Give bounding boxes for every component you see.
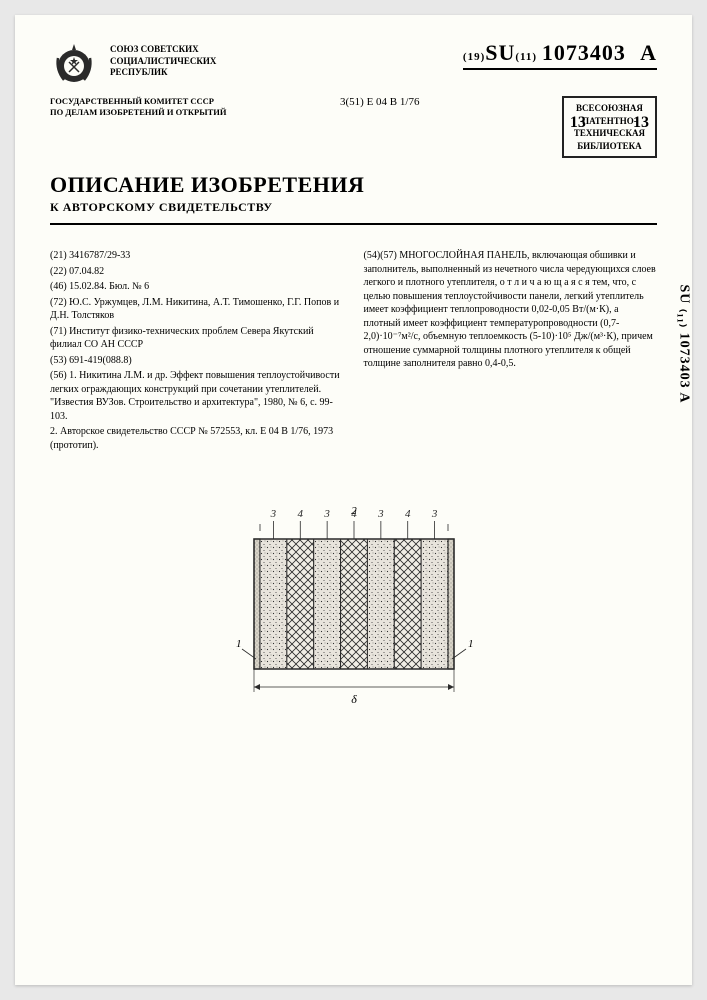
svg-text:1: 1 [236,638,242,650]
right-column: (54)(57) МНОГОСЛОЙНАЯ ПАНЕЛЬ, включающая… [364,249,658,454]
row-committee: ГОСУДАРСТВЕННЫЙ КОМИТЕТ СССР ПО ДЕЛАМ ИЗ… [50,96,657,158]
biblio-entry: 2. Авторское свидетельство СССР № 572553… [50,425,344,452]
title-block: ОПИСАНИЕ ИЗОБРЕТЕНИЯ К АВТОРСКОМУ СВИДЕТ… [50,172,657,225]
side-publication-label: SU ₍₁₁₎ 1073403 A [676,284,693,403]
union-text: СОЮЗ СОВЕТСКИХ СОЦИАЛИСТИЧЕСКИХ РЕСПУБЛИ… [110,40,216,79]
svg-text:1: 1 [468,638,474,650]
body-columns: (21) 3416787/29-33 (22) 07.04.82(46) 15.0… [50,249,657,454]
svg-text:4: 4 [404,508,410,520]
biblio-entry: (53) 691-419(088.8) [50,354,344,368]
svg-text:3: 3 [377,508,384,520]
union-line: СОЮЗ СОВЕТСКИХ [110,44,216,56]
biblio-entry: (22) 07.04.82 [50,265,344,279]
ussr-emblem-icon [50,40,98,88]
publication-number: (19)SU(11) 1073403 A [463,40,657,70]
svg-text:3: 3 [430,508,437,520]
left-column: (21) 3416787/29-33 (22) 07.04.82(46) 15.0… [50,249,344,454]
figure: 3434343211δ [50,504,657,714]
committee-text: ГОСУДАРСТВЕННЫЙ КОМИТЕТ СССР ПО ДЕЛАМ ИЗ… [50,96,290,158]
title-sub: К АВТОРСКОМУ СВИДЕТЕЛЬСТВУ [50,200,657,215]
title-main: ОПИСАНИЕ ИЗОБРЕТЕНИЯ [50,172,657,198]
biblio-entry: (21) 3416787/29-33 [50,249,344,263]
biblio-entry: (71) Институт физико-технических проблем… [50,325,344,352]
ipc-code: 3(51) E 04 B 1/76 [340,96,419,158]
svg-text:3: 3 [269,508,276,520]
biblio-entry: (46) 15.02.84. Бюл. № 6 [50,280,344,294]
header: СОЮЗ СОВЕТСКИХ СОЦИАЛИСТИЧЕСКИХ РЕСПУБЛИ… [50,40,657,88]
abstract-text: (54)(57) МНОГОСЛОЙНАЯ ПАНЕЛЬ, включающая… [364,249,658,371]
svg-text:3: 3 [323,508,330,520]
library-stamp: 13 13 ВСЕСОЮЗНАЯ ПАТЕНТНО- ТЕХНИЧЕСКАЯ Б… [562,96,657,158]
svg-text:2: 2 [351,505,357,517]
union-line: РЕСПУБЛИК [110,67,216,79]
union-line: СОЦИАЛИСТИЧЕСКИХ [110,56,216,68]
panel-diagram: 3434343211δ [224,504,484,714]
svg-text:δ: δ [351,692,357,706]
biblio-entry: (56) 1. Никитина Л.М. и др. Эффект повыш… [50,369,344,423]
biblio-entry: (72) Ю.С. Уржумцев, Л.М. Никитина, А.Т. … [50,296,344,323]
svg-text:4: 4 [297,508,303,520]
